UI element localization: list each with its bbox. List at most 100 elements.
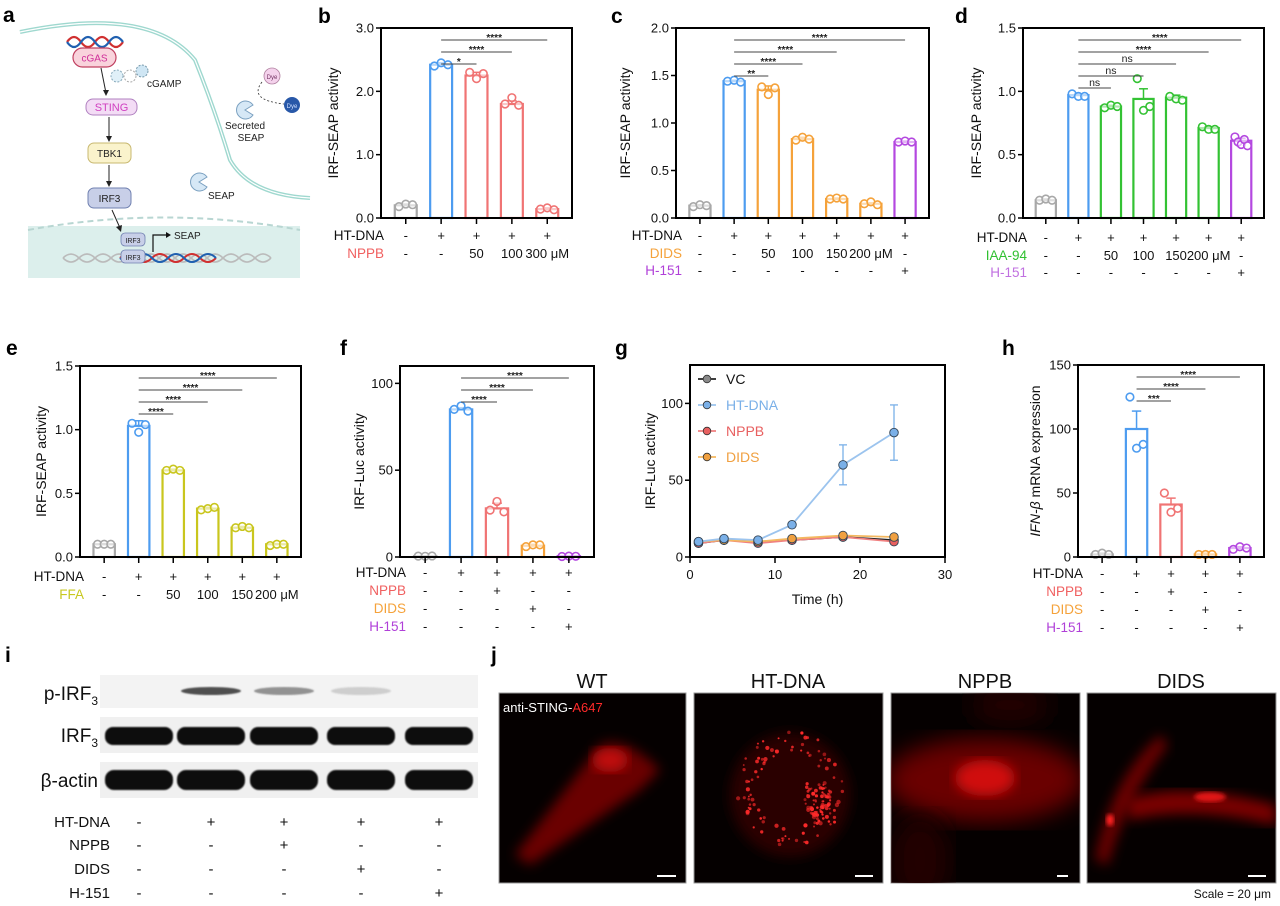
sting-puncta — [840, 780, 844, 783]
sting-puncta — [820, 794, 824, 799]
plot-frame — [1022, 27, 1265, 219]
condition-value: 50 — [166, 587, 180, 602]
x-tick-label: 30 — [938, 567, 952, 582]
data-point — [719, 533, 729, 544]
sting-puncta — [824, 766, 829, 771]
sting-puncta — [748, 803, 752, 806]
sting-puncta — [827, 789, 831, 793]
data-point — [175, 465, 185, 476]
sting-puncta — [794, 838, 799, 843]
y-tick-label: 1.0 — [998, 84, 1016, 99]
y-tick-label: 0.0 — [998, 211, 1016, 226]
condition-value: - — [459, 583, 463, 598]
sting-puncta — [756, 742, 759, 745]
condition-value: - — [869, 263, 873, 278]
blot-condition-value: - — [137, 861, 142, 878]
irf3-dimer-bottom — [120, 249, 146, 264]
band-irf3 — [250, 727, 318, 745]
band-beta-actin — [105, 770, 173, 790]
condition-value: - — [137, 587, 141, 602]
condition-value: - — [1100, 584, 1104, 599]
sting-puncta — [816, 834, 819, 837]
band-irf3 — [327, 727, 395, 745]
y-tick-label: 100 — [371, 376, 393, 391]
condition-label: HT-DNA — [356, 565, 406, 580]
condition-value: - — [1134, 602, 1138, 617]
data-point — [1125, 392, 1135, 402]
sting-puncta — [814, 800, 818, 803]
significance-label: **** — [1152, 33, 1168, 44]
data-point — [507, 93, 517, 103]
sting-puncta — [755, 745, 759, 749]
condition-value: - — [404, 228, 408, 243]
blot-condition-value: - — [137, 837, 142, 854]
condition-value: + — [204, 569, 212, 584]
blot-condition-value: - — [137, 814, 142, 831]
sting-puncta — [788, 837, 791, 840]
data-point — [838, 530, 848, 541]
condition-value: 150 — [826, 246, 848, 261]
condition-label: FFA — [59, 587, 84, 602]
y-tick-label: 0.5 — [651, 163, 669, 178]
condition-value: + — [1202, 602, 1210, 617]
chart-panel-d: 0.0 0.5 1.0 1.5 IRF-SEAP activity HT-DNA - + + + +… — [968, 21, 1265, 280]
significance-label: **** — [1136, 45, 1152, 56]
significance-label: **** — [761, 57, 777, 68]
condition-value: - — [1100, 602, 1104, 617]
condition-value: - — [423, 619, 427, 634]
sting-puncta — [803, 735, 808, 740]
condition-value: - — [459, 619, 463, 634]
y-tick-label: 1.5 — [998, 21, 1016, 36]
sting-puncta — [745, 811, 750, 816]
condition-value: + — [1236, 620, 1244, 635]
blot-condition-label: NPPB — [69, 837, 110, 854]
y-tick-label: 1.5 — [55, 359, 73, 374]
blot-condition-value: - — [282, 885, 287, 902]
micro-title-dids: DIDS — [1157, 671, 1205, 693]
sting-puncta — [800, 742, 805, 747]
data-point — [1241, 543, 1252, 553]
sting-puncta — [812, 799, 815, 802]
data-point — [407, 200, 418, 210]
svg-text:Dye: Dye — [287, 104, 298, 110]
condition-label: DIDS — [374, 601, 406, 616]
condition-value: - — [1076, 265, 1080, 280]
data-point — [244, 523, 254, 533]
data-point — [1047, 195, 1057, 205]
chart-panel-b: 0.0 1.0 2.0 3.0 IRF-SEAP activity HT-DNA - + + + +… — [325, 21, 573, 261]
y-tick-label: 1.5 — [651, 68, 669, 83]
bar — [790, 138, 815, 220]
chart-panel-c: 0.0 0.5 1.0 1.5 2.0 IRF-SEAP activity HT-DNA - +… — [617, 21, 930, 278]
arrow-icon — [100, 67, 107, 94]
blot-condition-value: - — [359, 885, 364, 902]
condition-value: - — [102, 569, 106, 584]
sting-puncta — [818, 786, 823, 790]
data-point — [471, 74, 482, 84]
blot-label-p-irf3: p-IRF3 — [44, 684, 99, 708]
data-point — [763, 89, 773, 100]
sting-puncta — [840, 789, 845, 794]
data-point — [463, 406, 473, 416]
data-point — [1132, 74, 1142, 84]
data-point — [140, 419, 150, 430]
sting-puncta — [744, 757, 747, 760]
sting-puncta — [750, 797, 755, 802]
data-point — [1242, 141, 1253, 151]
legend: VC HT-DNA NPPB DIDS — [698, 371, 779, 465]
sting-puncta — [813, 825, 816, 828]
condition-value: + — [867, 228, 875, 243]
condition-value: + — [493, 583, 501, 598]
condition-label: NPPB — [347, 246, 384, 261]
condition-value: + — [1167, 566, 1175, 581]
legend-marker — [702, 400, 712, 410]
legend-label: HT-DNA — [726, 397, 779, 413]
data-point — [1159, 488, 1169, 498]
condition-value: - — [698, 228, 702, 243]
band-p-irf3 — [331, 687, 391, 695]
sting-puncta — [828, 799, 832, 802]
sting-puncta — [803, 823, 808, 828]
y-tick-label: 50 — [669, 473, 683, 488]
sting-puncta — [822, 787, 826, 790]
y-axis-label: IFN-β mRNA expression — [1027, 385, 1043, 536]
legend-marker — [702, 426, 712, 436]
